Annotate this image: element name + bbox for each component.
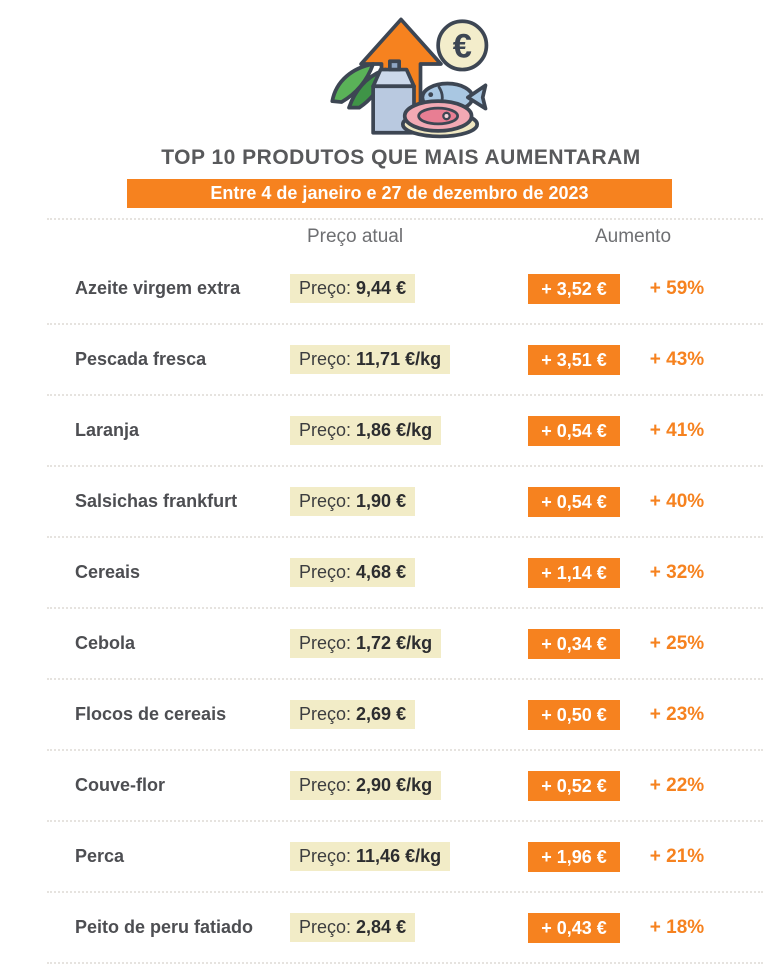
price-badge: Preço: 11,71 €/kg xyxy=(290,345,451,374)
increase-badge: + 1,14 € xyxy=(528,557,620,588)
hero: € xyxy=(34,12,768,142)
price-value: 11,71 €/kg xyxy=(356,349,442,369)
table-row: Peito de peru fatiado Preço: 2,84 € + 0,… xyxy=(47,891,763,962)
meat-icon xyxy=(401,99,479,139)
price-badge: Preço: 2,69 € xyxy=(290,700,416,729)
current-price-cell: Preço: 4,68 € xyxy=(290,558,528,587)
price-prefix: Preço: xyxy=(299,846,357,866)
table-row: Couve-flor Preço: 2,90 €/kg + 0,52 € + 2… xyxy=(47,749,763,820)
current-price-cell: Preço: 2,84 € xyxy=(290,913,528,942)
increase-badge: + 3,51 € xyxy=(528,344,620,375)
price-badge: Preço: 1,90 € xyxy=(290,487,416,516)
price-value: 9,44 € xyxy=(356,278,407,298)
increase-badge: + 0,54 € xyxy=(528,486,620,517)
price-badge: Preço: 1,86 €/kg xyxy=(290,416,442,445)
page-title: TOP 10 PRODUTOS QUE MAIS AUMENTARAM xyxy=(161,146,641,169)
price-badge: Preço: 11,46 €/kg xyxy=(290,842,451,871)
leek-icon xyxy=(330,62,375,104)
column-header-increase: Aumento xyxy=(594,226,672,247)
table-row: Cebola Preço: 1,72 €/kg + 0,34 € + 25% xyxy=(47,607,763,678)
current-price-cell: Preço: 11,46 €/kg xyxy=(290,842,528,871)
price-prefix: Preço: xyxy=(299,491,357,511)
increase-percent: + 21% xyxy=(649,845,705,867)
current-price-cell: Preço: 9,44 € xyxy=(290,274,528,303)
product-name: Laranja xyxy=(75,420,140,440)
increase-badge: + 0,34 € xyxy=(528,628,620,659)
price-prefix: Preço: xyxy=(299,349,357,369)
current-price-cell: Preço: 1,72 €/kg xyxy=(290,629,528,658)
price-prefix: Preço: xyxy=(299,278,357,298)
price-badge: Preço: 2,84 € xyxy=(290,913,416,942)
price-value: 2,69 € xyxy=(356,704,407,724)
table-row: Pescada fresca Preço: 11,71 €/kg + 3,51 … xyxy=(47,323,763,394)
price-badge: Preço: 2,90 €/kg xyxy=(290,771,442,800)
table-row: Salsichas frankfurt Preço: 1,90 € + 0,54… xyxy=(47,465,763,536)
price-prefix: Preço: xyxy=(299,917,357,937)
price-value: 1,72 €/kg xyxy=(356,633,433,653)
price-badge: Preço: 1,72 €/kg xyxy=(290,629,442,658)
increase-percent: + 40% xyxy=(649,490,705,512)
table-row: Laranja Preço: 1,86 €/kg + 0,54 € + 41% xyxy=(47,394,763,465)
increase-percent: + 43% xyxy=(649,348,705,370)
product-name: Cebola xyxy=(75,633,136,653)
price-prefix: Preço: xyxy=(299,420,357,440)
increase-percent: + 41% xyxy=(649,419,705,441)
price-value: 2,84 € xyxy=(356,917,407,937)
price-value: 11,46 €/kg xyxy=(356,846,442,866)
current-price-cell: Preço: 1,86 €/kg xyxy=(290,416,528,445)
product-name: Azeite virgem extra xyxy=(75,278,241,298)
euro-coin-icon: € xyxy=(436,19,489,72)
product-name: Peito de peru fatiado xyxy=(75,917,254,937)
product-name: Salsichas frankfurt xyxy=(75,491,238,511)
price-value: 1,90 € xyxy=(356,491,407,511)
increase-badge: + 0,54 € xyxy=(528,415,620,446)
price-prefix: Preço: xyxy=(299,775,357,795)
table-body: Azeite virgem extra Preço: 9,44 € + 3,52… xyxy=(47,254,763,964)
product-name: Perca xyxy=(75,846,125,866)
price-badge: Preço: 4,68 € xyxy=(290,558,416,587)
product-name: Flocos de cereais xyxy=(75,704,227,724)
increase-percent: + 22% xyxy=(649,774,705,796)
column-header-current-price: Preço atual xyxy=(306,226,404,247)
increase-percent: + 18% xyxy=(649,916,705,938)
product-name: Pescada fresca xyxy=(75,349,207,369)
current-price-cell: Preço: 2,90 €/kg xyxy=(290,771,528,800)
current-price-cell: Preço: 2,69 € xyxy=(290,700,528,729)
price-value: 1,86 €/kg xyxy=(356,420,433,440)
current-price-cell: Preço: 11,71 €/kg xyxy=(290,345,528,374)
increase-percent: + 59% xyxy=(649,277,705,299)
increase-badge: + 0,43 € xyxy=(528,912,620,943)
product-name: Cereais xyxy=(75,562,141,582)
price-value: 2,90 €/kg xyxy=(356,775,433,795)
increase-badge: + 3,52 € xyxy=(528,273,620,304)
increase-percent: + 23% xyxy=(649,703,705,725)
price-prefix: Preço: xyxy=(299,633,357,653)
price-prefix: Preço: xyxy=(299,704,357,724)
table-row: Flocos de cereais Preço: 2,69 € + 0,50 €… xyxy=(47,678,763,749)
price-value: 4,68 € xyxy=(356,562,407,582)
table-row: Perca Preço: 11,46 €/kg + 1,96 € + 21% xyxy=(47,820,763,891)
increase-badge: + 0,52 € xyxy=(528,770,620,801)
table-row: Azeite virgem extra Preço: 9,44 € + 3,52… xyxy=(47,254,763,323)
current-price-cell: Preço: 1,90 € xyxy=(290,487,528,516)
date-range-banner: Entre 4 de janeiro e 27 de dezembro de 2… xyxy=(127,179,672,208)
increase-badge: + 0,50 € xyxy=(528,699,620,730)
table-header: Preço atual Aumento xyxy=(47,220,763,254)
svg-text:€: € xyxy=(453,28,472,66)
price-increase-food-icon: € xyxy=(330,17,489,139)
price-badge: Preço: 9,44 € xyxy=(290,274,416,303)
increase-percent: + 32% xyxy=(649,561,705,583)
increase-percent: + 25% xyxy=(649,632,705,654)
price-prefix: Preço: xyxy=(299,562,357,582)
product-name: Couve-flor xyxy=(75,775,165,795)
increase-badge: + 1,96 € xyxy=(528,841,620,872)
table-row: Cereais Preço: 4,68 € + 1,14 € + 32% xyxy=(47,536,763,607)
price-table: Preço atual Aumento Azeite virgem extra … xyxy=(47,218,763,964)
